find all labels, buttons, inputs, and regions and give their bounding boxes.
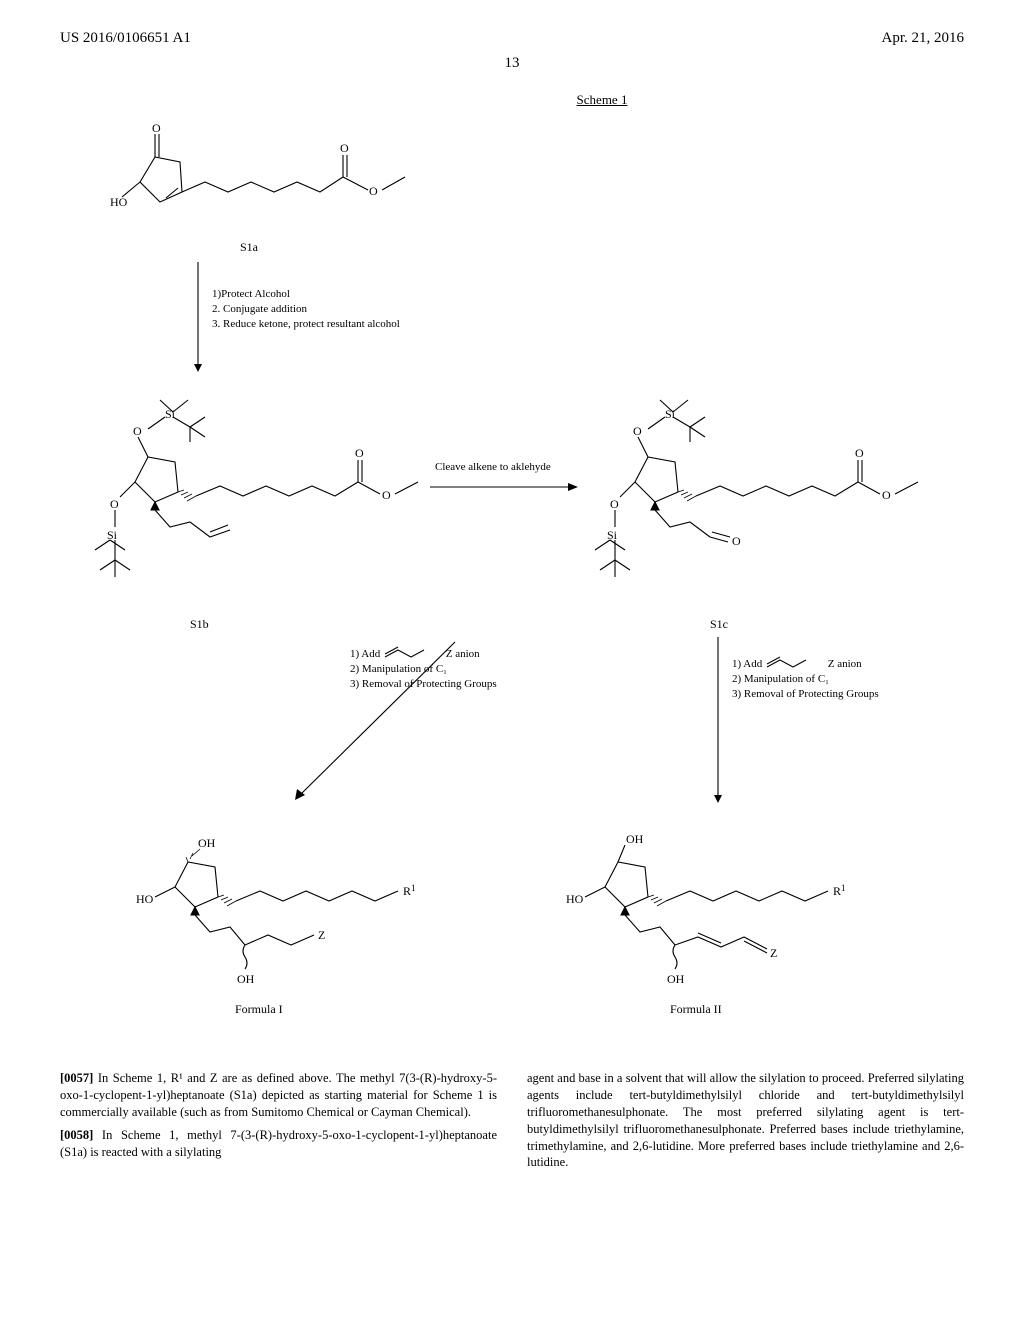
molecule-s1c: O Si O Si O O O	[560, 382, 940, 615]
svg-text:O: O	[152, 121, 161, 135]
svg-text:O: O	[633, 424, 642, 438]
label-formula-i: Formula I	[235, 1002, 283, 1017]
svg-text:HO: HO	[566, 892, 584, 906]
svg-text:O: O	[610, 497, 619, 511]
svg-text:O: O	[732, 534, 741, 548]
para-57: [0057] In Scheme 1, R¹ and Z are as defi…	[60, 1070, 497, 1121]
svg-text:Si: Si	[607, 528, 618, 542]
para-58-a: [0058] In Scheme 1, methyl 7-(3-(R)-hydr…	[60, 1127, 497, 1161]
molecule-formula-i: OH HO R1 OH Z	[100, 817, 460, 1010]
svg-text:O: O	[855, 446, 864, 460]
step2-right: 1) Add Z anion 2) Manipulation of C₁ 3) …	[732, 657, 879, 702]
svg-text:R1: R1	[833, 883, 846, 898]
step2-left: 1) Add Z anion 2) Manipulation of C₁ 3) …	[350, 647, 497, 692]
svg-text:O: O	[133, 424, 142, 438]
molecule-formula-ii: OH HO R1 OH Z	[530, 817, 900, 1010]
svg-text:Si: Si	[665, 407, 676, 421]
label-s1a: S1a	[240, 240, 258, 255]
svg-text:HO: HO	[136, 892, 154, 906]
scheme-title: Scheme 1	[240, 92, 964, 108]
svg-text:OH: OH	[667, 972, 685, 986]
body-text: [0057] In Scheme 1, R¹ and Z are as defi…	[60, 1070, 964, 1172]
page-number: 13	[60, 55, 964, 72]
svg-text:O: O	[355, 446, 364, 460]
svg-text:Z: Z	[318, 928, 325, 942]
step1-text: 1)Protect Alcohol 2. Conjugate addition …	[212, 287, 400, 332]
molecule-s1b: O Si O Si O O	[60, 382, 440, 615]
pub-number: US 2016/0106651 A1	[60, 30, 191, 47]
label-formula-ii: Formula II	[670, 1002, 722, 1017]
label-s1c: S1c	[710, 617, 728, 632]
cleave-text: Cleave alkene to aklehyde	[435, 461, 551, 473]
svg-text:Z: Z	[770, 946, 777, 960]
svg-text:O: O	[110, 497, 119, 511]
svg-text:O: O	[369, 184, 378, 198]
scheme-diagram: O O O HO S1a 1)Protect Alcohol 2. Conjug…	[60, 122, 964, 1052]
svg-text:HO: HO	[110, 195, 128, 209]
svg-text:O: O	[882, 488, 891, 502]
svg-text:OH: OH	[237, 972, 255, 986]
svg-text:OH: OH	[626, 832, 644, 846]
svg-text:Si: Si	[107, 528, 118, 542]
label-s1b: S1b	[190, 617, 209, 632]
svg-text:O: O	[382, 488, 391, 502]
svg-text:Si: Si	[165, 407, 176, 421]
para-58-b: agent and base in a solvent that will al…	[527, 1070, 964, 1171]
svg-text:OH: OH	[198, 836, 216, 850]
svg-text:O: O	[340, 141, 349, 155]
pub-date: Apr. 21, 2016	[882, 30, 965, 47]
svg-text:R1: R1	[403, 883, 416, 898]
molecule-s1a: O O O HO	[110, 122, 470, 245]
